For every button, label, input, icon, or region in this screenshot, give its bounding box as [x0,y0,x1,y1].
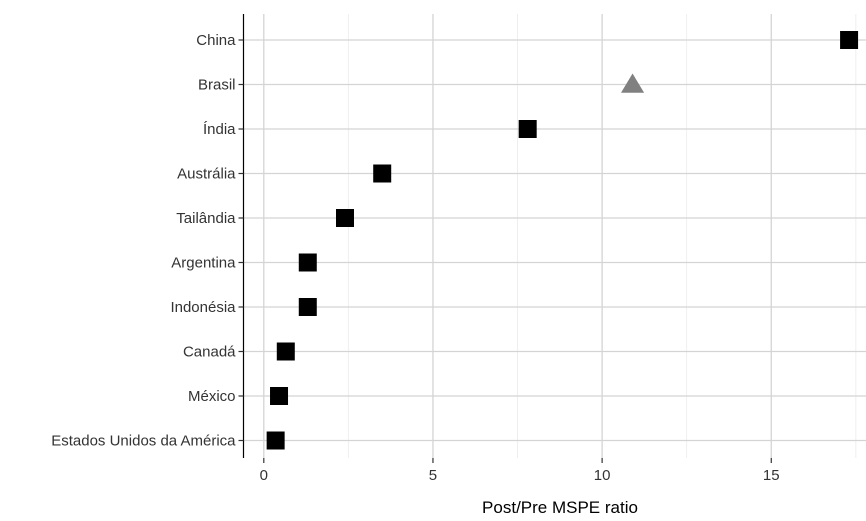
data-point-square [518,120,537,138]
y-tick-label: Estados Unidos da América [51,433,236,450]
y-axis-ticks: China Brasil Índia Austrália Tailândia Argent… [51,32,244,450]
data-points [266,31,859,450]
y-tick-label: Argentina [171,255,236,272]
data-point-square [298,298,317,316]
data-point-square [276,342,295,361]
y-tick-label: Indonésia [170,299,236,316]
x-tick-label: 15 [763,467,780,484]
y-tick-label: Canadá [183,344,236,361]
x-tick-label: 10 [594,467,611,484]
y-tick-label: Brasil [198,77,236,94]
x-tick-label: 5 [429,467,437,484]
data-point-triangle [621,73,645,93]
y-tick-label: Austrália [177,166,236,183]
data-point-square [335,209,354,227]
x-axis-ticks: 0 5 10 15 [260,458,780,484]
data-point-square [298,253,317,272]
data-point-square [373,164,392,183]
y-tick-label: México [188,388,236,405]
y-tick-label: China [196,32,236,49]
x-axis-title: Post/Pre MSPE ratio [482,498,638,517]
y-tick-label: Índia [203,121,236,138]
data-point-square [840,31,859,49]
data-point-square [270,387,289,405]
y-tick-label: Tailândia [176,210,236,227]
x-tick-label: 0 [260,467,268,484]
data-point-square [266,431,285,450]
grid [243,14,866,458]
